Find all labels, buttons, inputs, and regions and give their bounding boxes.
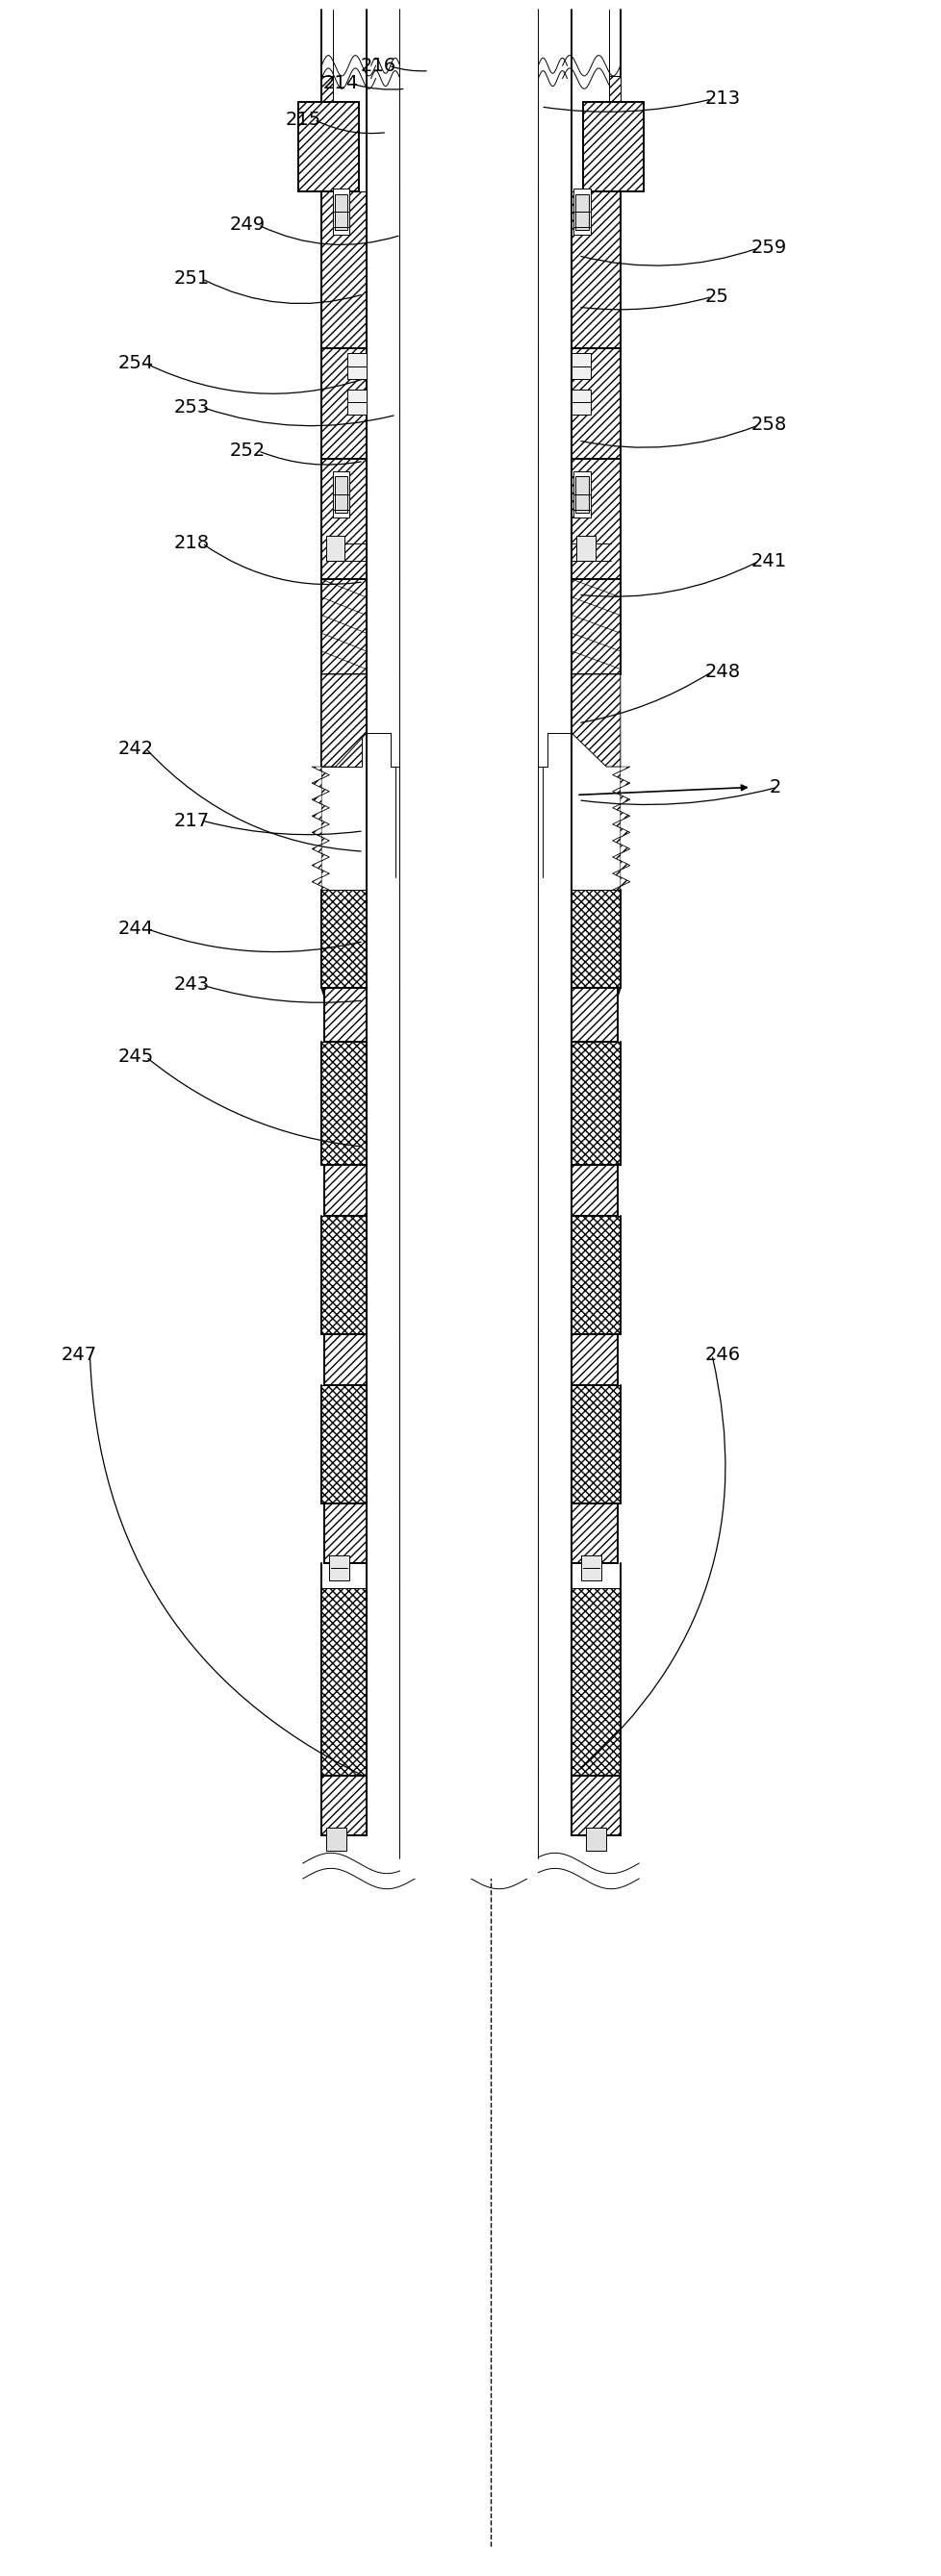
- Bar: [321, 191, 366, 348]
- Bar: [571, 580, 620, 675]
- Bar: [571, 1504, 617, 1564]
- Polygon shape: [311, 768, 328, 889]
- Bar: [324, 1504, 366, 1564]
- Bar: [571, 1334, 617, 1386]
- Bar: [321, 889, 366, 987]
- Bar: [571, 1164, 617, 1216]
- Text: 247: 247: [61, 1345, 97, 1363]
- Bar: [321, 1589, 366, 1775]
- Bar: [347, 389, 366, 415]
- Text: 258: 258: [750, 415, 786, 435]
- Bar: [321, 75, 332, 100]
- Bar: [321, 580, 366, 675]
- Bar: [581, 1556, 601, 1582]
- Bar: [324, 1334, 366, 1386]
- Bar: [571, 1775, 620, 1834]
- Bar: [324, 1164, 366, 1216]
- Polygon shape: [613, 768, 630, 889]
- Bar: [576, 536, 595, 562]
- Text: 218: 218: [173, 533, 209, 551]
- Text: 243: 243: [173, 976, 209, 994]
- Text: 25: 25: [704, 289, 727, 307]
- Bar: [571, 389, 590, 415]
- Bar: [321, 459, 366, 580]
- Bar: [321, 1216, 366, 1334]
- Text: 252: 252: [230, 440, 265, 461]
- Text: 217: 217: [173, 811, 209, 829]
- Bar: [326, 1826, 346, 1850]
- Bar: [575, 193, 588, 229]
- Bar: [571, 1386, 620, 1504]
- Bar: [332, 471, 349, 518]
- Bar: [571, 889, 620, 987]
- Bar: [582, 100, 643, 191]
- Text: 241: 241: [750, 551, 786, 569]
- Bar: [321, 675, 361, 768]
- Text: 246: 246: [704, 1345, 740, 1363]
- Bar: [334, 477, 347, 513]
- Text: 251: 251: [173, 270, 209, 289]
- Bar: [571, 348, 620, 459]
- Bar: [326, 536, 344, 562]
- Bar: [571, 459, 620, 580]
- Text: 216: 216: [360, 57, 396, 75]
- Text: 215: 215: [285, 111, 321, 129]
- Polygon shape: [571, 675, 620, 768]
- Bar: [571, 1041, 620, 1164]
- Bar: [575, 477, 588, 513]
- Bar: [298, 100, 359, 191]
- Bar: [321, 348, 366, 459]
- Text: 253: 253: [173, 399, 209, 417]
- Bar: [571, 353, 590, 379]
- Text: 244: 244: [118, 920, 153, 938]
- Bar: [585, 1826, 606, 1850]
- Bar: [347, 353, 366, 379]
- Text: 245: 245: [118, 1048, 153, 1066]
- Text: 213: 213: [704, 90, 740, 108]
- Bar: [332, 188, 349, 234]
- Bar: [571, 1589, 620, 1775]
- Bar: [571, 191, 620, 348]
- Bar: [321, 1775, 366, 1834]
- Text: 254: 254: [118, 355, 153, 374]
- Bar: [573, 471, 590, 518]
- Text: 2: 2: [769, 778, 781, 796]
- Bar: [321, 1041, 366, 1164]
- Bar: [571, 1216, 620, 1334]
- Bar: [400, 5, 537, 1878]
- Bar: [328, 1556, 349, 1582]
- Text: 248: 248: [704, 662, 740, 680]
- Bar: [324, 987, 366, 1041]
- Text: 242: 242: [118, 739, 153, 757]
- Bar: [321, 1386, 366, 1504]
- Text: 214: 214: [323, 75, 359, 93]
- Text: 249: 249: [230, 216, 265, 234]
- Bar: [609, 75, 620, 100]
- Bar: [573, 188, 590, 234]
- Text: 259: 259: [750, 240, 786, 258]
- Bar: [571, 987, 617, 1041]
- Polygon shape: [321, 675, 366, 768]
- Bar: [334, 193, 347, 229]
